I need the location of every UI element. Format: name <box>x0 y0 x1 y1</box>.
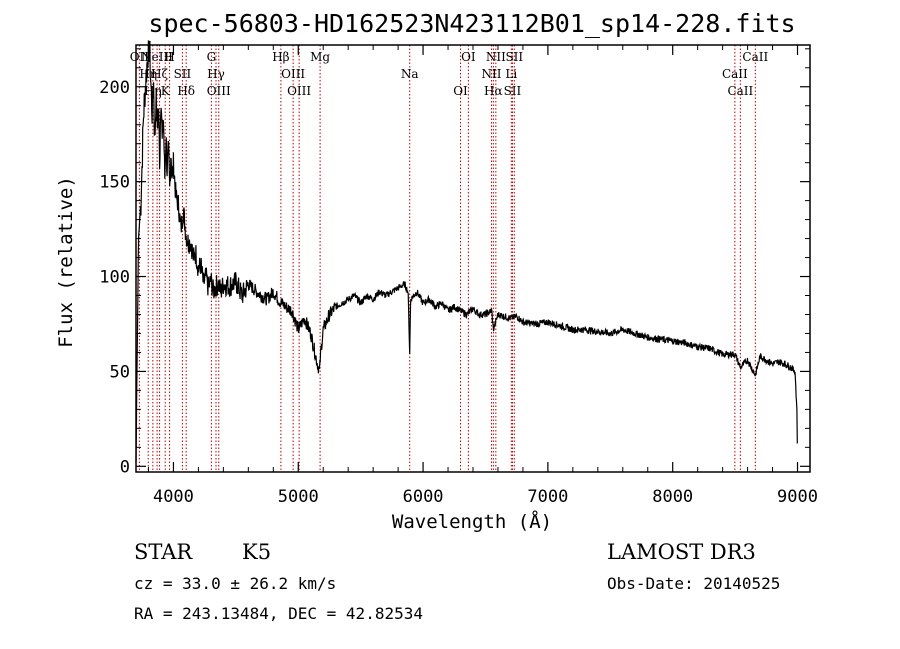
line-marker-label: Li <box>505 67 517 81</box>
spectral-line-labels: OIIHηHηNeIIIHζKHSIIHδGHγOIIIHβOIIIOIIIMg… <box>130 50 769 98</box>
line-marker-label: OI <box>453 84 468 98</box>
line-marker-label: Hγ <box>207 67 225 81</box>
y-axis-label: Flux (relative) <box>55 176 77 348</box>
line-marker-label: OII <box>130 50 150 64</box>
y-tick-label: 150 <box>99 173 130 193</box>
line-marker-label: Hη <box>139 67 157 81</box>
line-marker-label: NII <box>481 67 501 81</box>
x-tick-label: 6000 <box>403 487 444 507</box>
x-tick-label: 5000 <box>278 487 319 507</box>
line-marker-label: Mg <box>310 50 330 64</box>
line-marker-label: K <box>161 84 171 98</box>
line-marker-label: H <box>164 50 174 64</box>
line-marker-label: SII <box>504 84 522 98</box>
object-subclass: K5 <box>242 540 271 564</box>
line-marker-label: NII <box>486 50 506 64</box>
line-marker-label: CaII <box>742 50 768 64</box>
line-marker-label: OIII <box>281 67 305 81</box>
object-class: STAR <box>134 540 193 564</box>
line-marker-label: Na <box>401 67 419 81</box>
x-tick-label: 7000 <box>527 487 568 507</box>
x-tick-label: 4000 <box>153 487 194 507</box>
line-marker-label: CaII <box>727 84 753 98</box>
line-marker-label: Hδ <box>177 84 195 98</box>
ra-dec: RA = 243.13484, DEC = 42.82534 <box>134 604 423 623</box>
x-axis-ticks: 4000 5000 6000 7000 8000 9000 <box>147 45 818 507</box>
line-marker-label: OIII <box>207 84 231 98</box>
line-marker-label: SII <box>505 50 523 64</box>
line-marker-label: OIII <box>287 84 311 98</box>
x-axis-label: Wavelength (Å) <box>392 510 552 533</box>
line-marker-label: SII <box>174 67 192 81</box>
y-tick-label: 50 <box>110 362 130 382</box>
x-tick-label: 8000 <box>652 487 693 507</box>
plot-frame <box>135 44 811 473</box>
line-marker-label: Hβ <box>272 50 289 64</box>
line-marker-label: OI <box>461 50 476 64</box>
line-marker-label: CaII <box>722 67 748 81</box>
x-tick-label: 9000 <box>777 487 818 507</box>
line-marker-label: Hα <box>484 84 503 98</box>
y-tick-label: 200 <box>99 78 130 98</box>
chart-title: spec-56803-HD162523N423112B01_sp14-228.f… <box>148 9 795 38</box>
y-axis-ticks: 0 50 100 150 200 <box>99 48 810 477</box>
line-marker-label: Hζ <box>151 67 168 81</box>
y-tick-label: 100 <box>99 268 130 288</box>
y-tick-label: 0 <box>120 457 130 477</box>
obs-date: Obs-Date: 20140525 <box>607 574 780 593</box>
spectral-line-markers <box>138 45 756 472</box>
redshift-cz: cz = 33.0 ± 26.2 km/s <box>134 574 336 593</box>
line-marker-label: G <box>207 50 217 64</box>
survey-name: LAMOST DR3 <box>607 540 756 564</box>
spectrum-series-line <box>135 40 798 463</box>
